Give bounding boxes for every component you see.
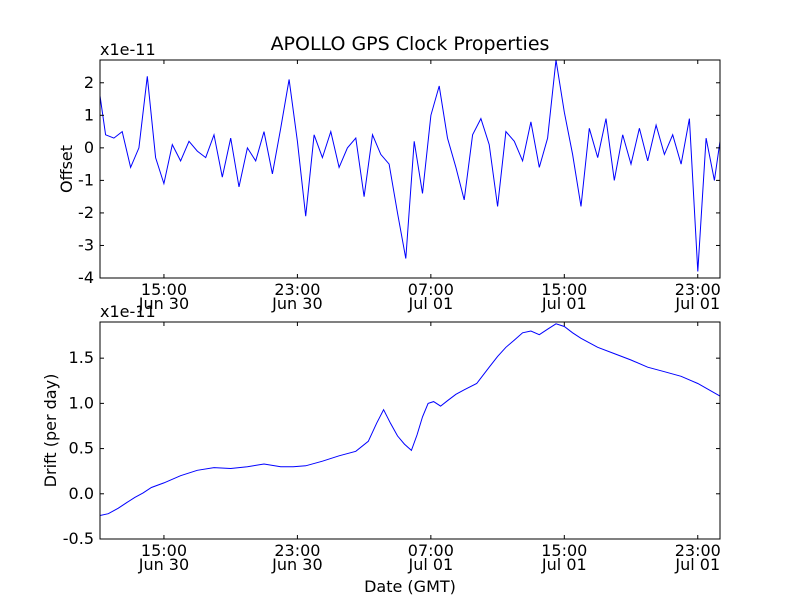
x-tick-label-date: Jul 01 — [674, 555, 720, 574]
y-exponent-label: x1e-11 — [100, 40, 156, 59]
y-tick-label: 1.0 — [69, 393, 94, 412]
x-tick-label-time: 15:00 — [541, 541, 587, 560]
x-tick-label-date: Jun 30 — [271, 294, 322, 313]
y-tick-label: -2 — [78, 203, 94, 222]
x-tick-label-date: Jun 30 — [138, 294, 189, 313]
plot-frame — [99, 321, 721, 540]
x-tick-label-date: Jun 30 — [271, 555, 322, 574]
y-tick-label: -4 — [78, 268, 94, 287]
y-tick-label: 0.5 — [69, 439, 94, 458]
series-line-0-0 — [100, 60, 720, 272]
x-tick-label-date: Jul 01 — [407, 294, 453, 313]
x-tick-label-time: 23:00 — [274, 280, 320, 299]
x-tick-label-date: Jul 01 — [674, 294, 720, 313]
y-tick-label: 1.5 — [69, 348, 94, 367]
y-exponent-label: x1e-11 — [100, 302, 156, 321]
x-tick-label-time: 23:00 — [274, 541, 320, 560]
x-tick-label-time: 15:00 — [541, 280, 587, 299]
x-tick-label-time: 15:00 — [141, 280, 187, 299]
x-tick-label-time: 23:00 — [675, 280, 721, 299]
plot-frame — [99, 59, 721, 279]
x-tick-label-date: Jul 01 — [541, 555, 587, 574]
x-axis-label: Date (GMT) — [364, 577, 456, 596]
x-tick-label-date: Jul 01 — [541, 294, 587, 313]
y-axis-label: Offset — [57, 145, 76, 193]
y-tick-label: -0.5 — [63, 529, 94, 548]
figure-title: APOLLO GPS Clock Properties — [271, 33, 550, 55]
y-tick-label: 1 — [84, 105, 94, 124]
y-axis-label: Drift (per day) — [41, 374, 60, 488]
x-tick-label-date: Jul 01 — [407, 555, 453, 574]
y-tick-label: 0 — [84, 138, 94, 157]
x-tick-label-time: 07:00 — [408, 541, 454, 560]
y-tick-label: 0.0 — [69, 484, 94, 503]
x-tick-label-date: Jun 30 — [138, 555, 189, 574]
series-line-1-0 — [100, 323, 720, 516]
x-tick-label-time: 15:00 — [141, 541, 187, 560]
x-tick-label-time: 23:00 — [675, 541, 721, 560]
y-tick-label: -3 — [78, 235, 94, 254]
y-tick-label: -1 — [78, 170, 94, 189]
y-tick-label: 2 — [84, 73, 94, 92]
x-tick-label-time: 07:00 — [408, 280, 454, 299]
